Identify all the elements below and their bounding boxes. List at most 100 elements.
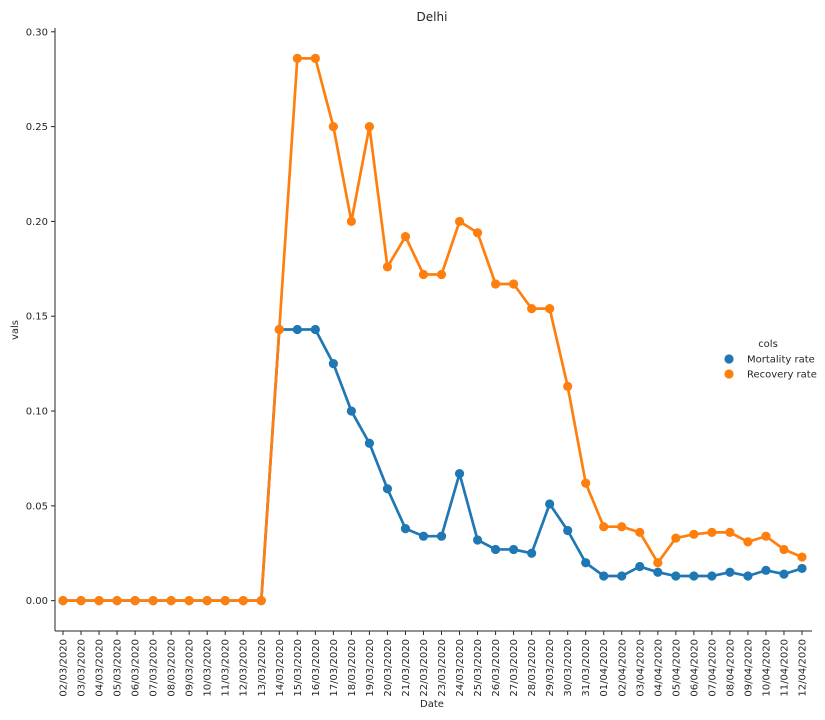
data-point (563, 525, 573, 536)
data-point (94, 596, 104, 606)
x-tick-label: 14/03/2020 (275, 639, 286, 697)
data-point (382, 262, 393, 272)
data-point (310, 324, 320, 335)
series-line (63, 56, 803, 603)
x-tick-label: 24/03/2020 (455, 639, 466, 697)
data-point (581, 558, 591, 568)
data-point (779, 569, 789, 579)
data-point (472, 535, 483, 545)
x-tick-label: 03/04/2020 (635, 639, 646, 697)
legend-entry-label: Mortality rate (747, 355, 815, 366)
x-tick-label: 07/03/2020 (149, 639, 160, 697)
x-tick-label: 10/03/2020 (203, 639, 214, 697)
data-point (527, 304, 537, 314)
y-tick-label: 0.00 (26, 596, 48, 607)
data-point (527, 548, 537, 558)
x-tick-label: 11/03/2020 (221, 639, 232, 697)
data-point (76, 596, 86, 606)
legend: cols Mortality rate Recovery rate (724, 339, 817, 381)
data-point (617, 522, 627, 532)
x-tick-label: 26/03/2020 (491, 639, 502, 697)
data-point (743, 537, 753, 547)
x-tick-label: 05/04/2020 (671, 639, 682, 697)
data-point (797, 563, 807, 574)
data-point (779, 544, 789, 555)
x-tick-label: 16/03/2020 (311, 639, 322, 697)
x-tick-label: 05/03/2020 (113, 639, 124, 697)
x-tick-label: 07/04/2020 (707, 639, 718, 697)
data-point (238, 596, 248, 606)
data-point (545, 304, 555, 314)
data-point (328, 122, 338, 132)
data-point (761, 531, 771, 541)
x-tick-label: 08/04/2020 (725, 639, 736, 697)
x-tick-label: 29/03/2020 (545, 639, 556, 697)
x-tick-label: 09/03/2020 (185, 639, 196, 697)
x-tick-label: 06/03/2020 (131, 639, 142, 697)
data-point (202, 596, 212, 606)
data-point (454, 469, 465, 479)
series-line (63, 328, 803, 603)
data-point (256, 596, 266, 606)
data-point (454, 216, 465, 227)
x-tick-label: 02/03/2020 (59, 639, 70, 697)
series-layer (58, 53, 807, 606)
legend-marker (724, 354, 734, 364)
data-point (130, 596, 140, 606)
chart-title: Delhi (417, 10, 448, 24)
y-tick-label: 0.25 (26, 122, 48, 133)
data-point (166, 596, 176, 606)
legend-title: cols (758, 339, 778, 350)
x-tick-label: 31/03/2020 (581, 639, 592, 697)
x-tick-label: 04/03/2020 (95, 639, 106, 697)
x-tick-label: 30/03/2020 (563, 639, 574, 697)
x-tick-label: 25/03/2020 (473, 639, 484, 697)
data-point (184, 596, 194, 606)
data-point (725, 527, 735, 537)
data-point (707, 571, 717, 581)
x-tick-label: 28/03/2020 (527, 639, 538, 697)
data-point (635, 561, 645, 572)
data-point (707, 527, 717, 537)
data-point (382, 484, 393, 494)
data-point (671, 571, 681, 581)
x-tick-label: 09/04/2020 (743, 639, 754, 697)
x-tick-label: 11/04/2020 (779, 639, 790, 697)
x-tick-label: 15/03/2020 (293, 639, 304, 697)
data-point (58, 596, 68, 606)
data-point (509, 544, 519, 555)
x-tick-label: 04/04/2020 (653, 639, 664, 697)
x-ticks: 02/03/2020 03/03/2020 04/03/2020 05/03/2020… (59, 631, 809, 697)
data-point (112, 596, 122, 606)
data-point (400, 231, 411, 242)
x-tick-label: 01/04/2020 (599, 639, 610, 697)
legend-entry-label: Recovery rate (747, 370, 817, 381)
data-point (653, 567, 663, 577)
x-tick-label: 10/04/2020 (761, 639, 772, 697)
x-tick-label: 23/03/2020 (437, 639, 448, 697)
data-point (599, 571, 609, 581)
data-point (671, 533, 681, 543)
y-tick-label: 0.30 (26, 27, 48, 38)
data-point (689, 571, 699, 581)
data-point (364, 438, 375, 448)
data-point (328, 359, 338, 369)
data-point (400, 524, 411, 534)
data-point (418, 531, 429, 541)
x-tick-label: 27/03/2020 (509, 639, 520, 697)
x-tick-label: 20/03/2020 (383, 639, 394, 697)
y-tick-label: 0.10 (26, 407, 48, 418)
data-point (418, 269, 429, 280)
data-point (472, 228, 483, 238)
data-point (599, 522, 609, 532)
x-tick-label: 13/03/2020 (257, 639, 268, 697)
x-tick-label: 08/03/2020 (167, 639, 178, 697)
y-tick-label: 0.05 (26, 501, 48, 512)
data-point (725, 567, 735, 577)
data-point (617, 571, 627, 581)
data-point (364, 122, 375, 132)
x-tick-label: 02/04/2020 (617, 639, 628, 697)
data-point (436, 269, 447, 280)
x-tick-label: 12/03/2020 (239, 639, 250, 697)
